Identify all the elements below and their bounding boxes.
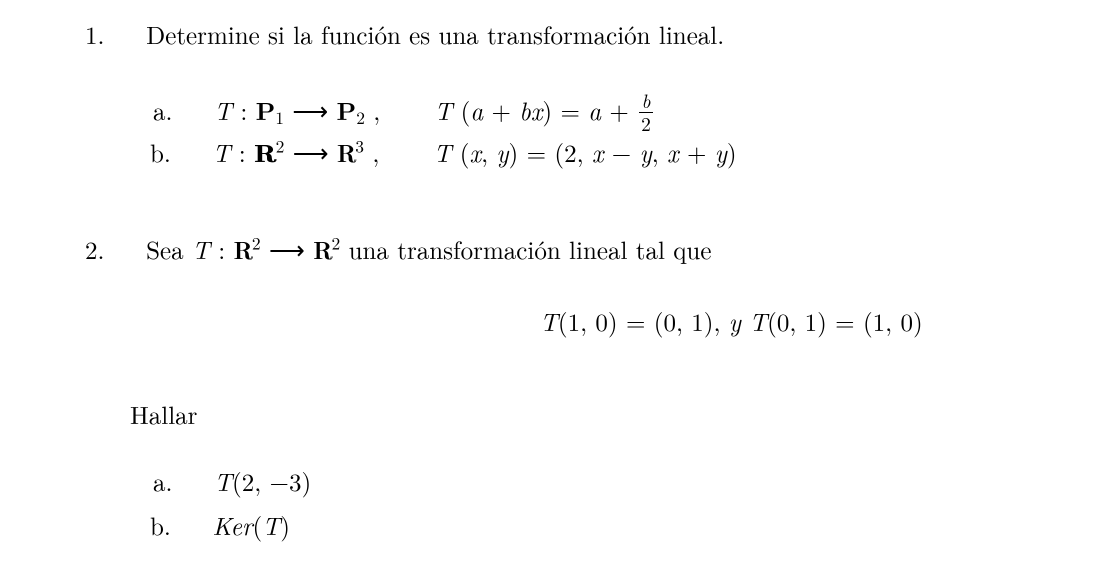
q2b-Ker: Ker (213, 508, 253, 543)
q1a-arrow: ⟶ (292, 93, 336, 128)
q1b-lparen2: ( (554, 135, 564, 170)
q2-pre: Sea (146, 232, 192, 267)
q1b-yp: y (715, 135, 727, 170)
q1b-xm: x (592, 135, 604, 170)
q1a-eq: = (560, 93, 588, 128)
q1a-P2-sub: 2 (356, 105, 365, 130)
q1b-R3: R (337, 136, 355, 170)
q2a-T: T (214, 464, 232, 499)
q2-post: una transformación lineal tal que (349, 232, 712, 267)
q1b-plus: + (679, 135, 715, 170)
q1b-c2: , (577, 135, 592, 170)
q1a-T: T (214, 93, 232, 128)
q1b-T2: T (433, 135, 451, 170)
q1a-b: b (519, 93, 531, 128)
q1a-plus1: + (483, 93, 519, 128)
q1b-R3-sup: 3 (355, 133, 364, 158)
q1b-eq: = (527, 135, 555, 170)
q2b-rparen: ) (280, 508, 290, 543)
q2a-args: (2, −3) (232, 464, 311, 499)
q2-arrow: ⟶ (269, 232, 313, 267)
q1b-comma: , (372, 135, 379, 170)
q1a-comma: , (373, 93, 380, 128)
q1a-lparen: ( (461, 93, 471, 128)
q2a-label: a. (153, 464, 172, 499)
q1b-line: b. T : R2 ⟶ R3 , T (x, y) = (2, x − y, x… (150, 136, 737, 170)
q2-args1: (1, 0) = (0, 1), (558, 304, 729, 339)
q1b-T: T (213, 135, 231, 170)
q1b-rparen2: ) (727, 135, 737, 170)
q1b-two: 2 (564, 135, 577, 170)
q1a-a: a (470, 93, 483, 128)
q1b-label: b. (150, 135, 171, 170)
q1b-ym: y (640, 135, 652, 170)
q1b-colon: : (239, 135, 254, 170)
q2-R2b: R (313, 233, 331, 267)
q2b-line: b. Ker(T) (150, 509, 290, 543)
q1a-T2: T (434, 93, 452, 128)
q2b-T: T (262, 508, 280, 543)
q2-condition: T(1, 0) = (0, 1), y T(0, 1) = (1, 0) (540, 305, 923, 339)
q2-line: 2. Sea T : R2 ⟶ R2 una transformación li… (85, 233, 711, 267)
q2-y: y (729, 304, 741, 339)
q1-number: 1. (85, 17, 104, 52)
q1a-a2: a (588, 93, 601, 128)
q2b-lparen: ( (253, 508, 263, 543)
q1a-label: a. (153, 93, 172, 128)
q1b-R2: R (254, 136, 276, 170)
q1b-arrow: ⟶ (293, 135, 337, 170)
q1a-P1-sub: 1 (275, 105, 284, 130)
q2-R2: R (233, 233, 251, 267)
q2-R2-sup: 2 (252, 230, 261, 255)
q1b-c3: , (652, 135, 667, 170)
q1a-plus2: + (609, 93, 637, 128)
q2-args2: (0, 1) = (1, 0) (767, 304, 923, 339)
q2-colon: : (218, 232, 233, 267)
q1b-xp: x (667, 135, 679, 170)
q1-text: Determine si la función es una transform… (146, 17, 724, 52)
q2-T2: T (749, 304, 767, 339)
q1a-rparen: ) (542, 93, 552, 128)
q1a-x: x (531, 93, 543, 128)
q1b-lparen: ( (460, 135, 470, 170)
q1b-x: x (469, 135, 481, 170)
q2-T1: T (540, 304, 558, 339)
q1b-minus: − (603, 135, 639, 170)
q2-hallar: Hallar (130, 398, 197, 432)
q2-number: 2. (85, 232, 104, 267)
q1b-y: y (496, 135, 508, 170)
q1a-frac-bot: 2 (639, 113, 653, 134)
q1a-line: a. T : P1 ⟶ P2 , T (a + bx) = a + b 2 (153, 91, 655, 133)
q1a-P1: P (256, 93, 276, 128)
math-exercise-page: 1. Determine si la función es una transf… (0, 0, 1110, 574)
q1b-rparen: ) (509, 135, 519, 170)
q1a-P2: P (337, 93, 357, 128)
q2b-label: b. (150, 508, 171, 543)
q1b-c1: , (481, 135, 496, 170)
q2-T: T (192, 232, 210, 267)
q1a-colon: : (240, 93, 255, 128)
q1-line: 1. Determine si la función es una transf… (85, 18, 724, 52)
q2a-line: a. T(2, −3) (153, 465, 311, 499)
q1a-frac: b 2 (639, 91, 653, 133)
